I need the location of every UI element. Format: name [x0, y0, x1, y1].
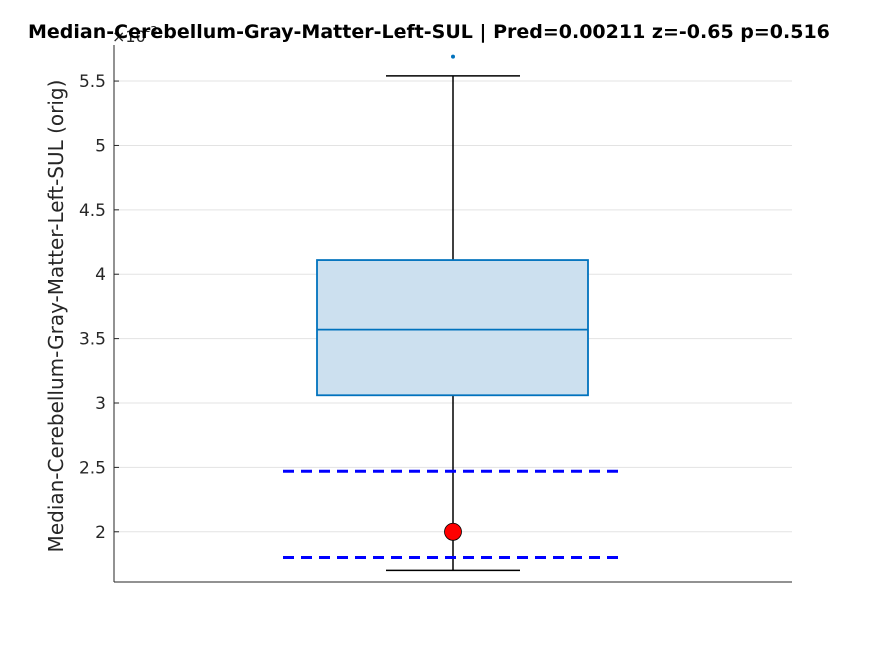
y-axis-label: Median-Cerebellum-Gray-Matter-Left-SUL (…	[44, 80, 68, 553]
y-tick-label: 4.5	[79, 201, 106, 221]
box-plot	[316, 54, 589, 572]
y-tick-label: 2.5	[79, 458, 106, 478]
y-ticks: 2 2.5 3 3.5 4 4.5 5 5.5	[79, 72, 119, 543]
y-tick-label: 4	[95, 265, 106, 285]
axes	[113, 45, 792, 583]
prediction-point	[444, 522, 462, 541]
y-tick-label: 5	[95, 136, 106, 156]
y-tick-label: 3	[95, 394, 106, 414]
chart-title: Median-Cerebellum-Gray-Matter-Left-SUL |…	[28, 21, 830, 43]
y-exponent-label: ×10-3	[112, 24, 158, 46]
prediction-points	[444, 522, 462, 541]
y-tick-label: 2	[95, 523, 106, 543]
outlier-point	[451, 54, 455, 59]
y-tick-label: 3.5	[79, 330, 106, 350]
y-tick-label: 5.5	[79, 72, 106, 92]
box-iqr	[316, 259, 589, 397]
reference-lines	[283, 469, 623, 560]
